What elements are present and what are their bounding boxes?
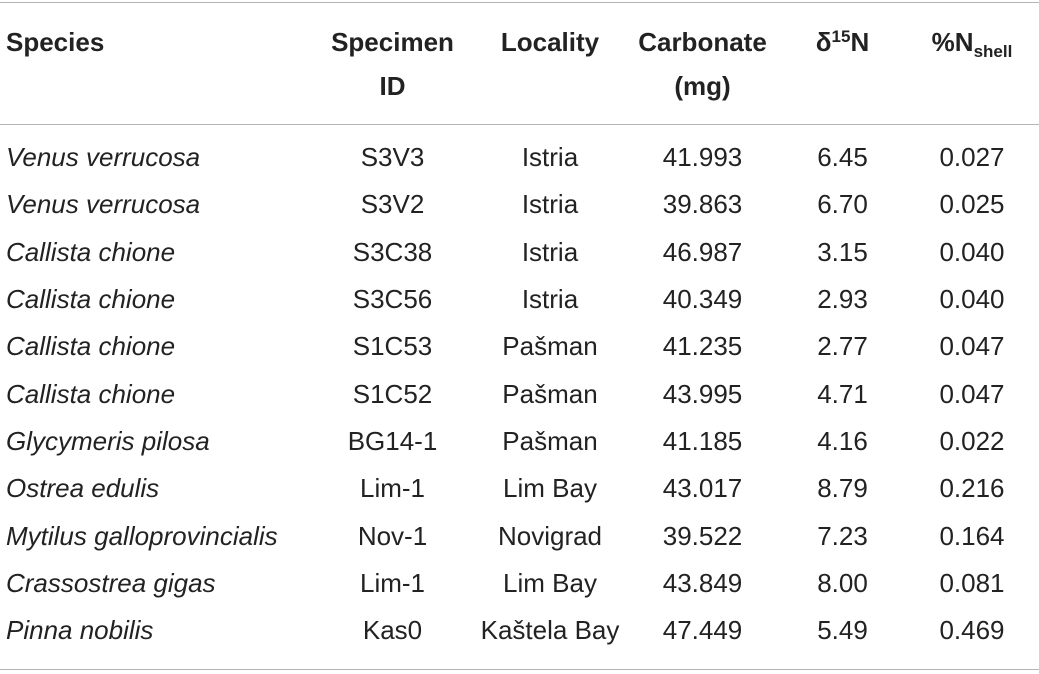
- cell-carbonate: 46.987: [662, 236, 743, 267]
- cell-d15n: 6.70: [817, 189, 868, 220]
- cell-n-shell: 0.027: [939, 142, 1005, 173]
- cell-specimen-id: BG14-1: [347, 425, 438, 456]
- cell-carbonate: 41.185: [662, 425, 743, 456]
- cell-specimen-id: S1C53: [352, 331, 433, 362]
- table-row: Callista chione S1C52 Pašman 43.995 4.71 0.04…: [0, 370, 1039, 417]
- cell-d15n: 4.71: [817, 378, 868, 409]
- header-carbonate: Carbonate (mg): [638, 27, 767, 101]
- cell-n-shell: 0.022: [939, 425, 1005, 456]
- cell-species: Callista chione: [6, 236, 176, 267]
- cell-d15n: 8.00: [817, 567, 868, 598]
- cell-species: Glycymeris pilosa: [6, 425, 210, 456]
- table-row: Mytilus galloprovincialis Nov-1 Novigrad 39…: [0, 512, 1039, 559]
- cell-carbonate: 47.449: [662, 615, 743, 646]
- cell-specimen-id: S3C38: [352, 236, 433, 267]
- cell-locality: Istria: [521, 236, 579, 267]
- table-row: Crassostrea gigas Lim-1 Lim Bay 43.849 8.00 0…: [0, 560, 1039, 607]
- cell-species: Ostrea edulis: [6, 473, 160, 504]
- cell-specimen-id: S3C56: [352, 284, 433, 315]
- table-row: Venus verrucosa S3V2 Istria 39.863 6.70 0.025: [0, 181, 1039, 228]
- table-row: Venus verrucosa S3V3 Istria 41.993 6.45 0.027: [0, 124, 1039, 181]
- cell-carbonate: 43.017: [662, 473, 743, 504]
- table-row: Callista chione S1C53 Pašman 41.235 2.77 0.04…: [0, 323, 1039, 370]
- cell-carbonate: 43.995: [662, 378, 743, 409]
- cell-n-shell: 0.469: [939, 615, 1005, 646]
- cell-d15n: 5.49: [817, 615, 868, 646]
- cell-locality: Novigrad: [497, 520, 603, 551]
- cell-carbonate: 43.849: [662, 567, 743, 598]
- header-specimen-id: Specimen ID: [331, 27, 454, 101]
- cell-species: Callista chione: [6, 284, 176, 315]
- cell-specimen-id: S1C52: [352, 378, 433, 409]
- cell-species: Venus verrucosa: [6, 189, 201, 220]
- cell-locality: Pašman: [502, 425, 598, 456]
- cell-locality: Pašman: [502, 378, 598, 409]
- table-row: Pinna nobilis Kas0 Kaštela Bay 47.449 5.49 0.…: [0, 607, 1039, 654]
- cell-d15n: 2.93: [817, 284, 868, 315]
- cell-locality: Lim Bay: [503, 473, 597, 504]
- cell-locality: Istria: [521, 142, 579, 173]
- cell-d15n: 3.15: [817, 236, 868, 267]
- table-top-rule: [0, 2, 1039, 3]
- cell-specimen-id: Lim-1: [359, 473, 425, 504]
- table-row: Ostrea edulis Lim-1 Lim Bay 43.017 8.79 0.216: [0, 465, 1039, 512]
- cell-species: Callista chione: [6, 331, 176, 362]
- table-row: Glycymeris pilosa BG14-1 Pašman 41.185 4.16 0…: [0, 418, 1039, 465]
- cell-carbonate: 39.863: [662, 189, 743, 220]
- cell-specimen-id: Nov-1: [357, 520, 428, 551]
- cell-n-shell: 0.047: [939, 331, 1005, 362]
- cell-locality: Istria: [521, 189, 579, 220]
- cell-specimen-id: Kas0: [362, 615, 423, 646]
- shell-isotope-table: Species Specimen ID Locality Carbonate (…: [0, 3, 1039, 654]
- cell-carbonate: 41.235: [662, 331, 743, 362]
- cell-carbonate: 40.349: [662, 284, 743, 315]
- cell-n-shell: 0.216: [939, 473, 1005, 504]
- table-header-rule: [0, 124, 1039, 125]
- cell-species: Mytilus galloprovincialis: [6, 520, 278, 551]
- table-header-row: Species Specimen ID Locality Carbonate (…: [0, 3, 1039, 124]
- cell-locality: Kaštela Bay: [480, 615, 620, 646]
- cell-carbonate: 39.522: [662, 520, 743, 551]
- cell-d15n: 7.23: [817, 520, 868, 551]
- cell-species: Callista chione: [6, 378, 176, 409]
- cell-d15n: 8.79: [817, 473, 868, 504]
- cell-species: Venus verrucosa: [6, 142, 201, 173]
- cell-n-shell: 0.081: [939, 567, 1005, 598]
- table-row: Callista chione S3C56 Istria 40.349 2.93 0.04…: [0, 276, 1039, 323]
- cell-n-shell: 0.040: [939, 236, 1005, 267]
- cell-species: Crassostrea gigas: [6, 567, 216, 598]
- header-species: Species: [6, 27, 105, 57]
- cell-n-shell: 0.164: [939, 520, 1005, 551]
- cell-n-shell: 0.040: [939, 284, 1005, 315]
- cell-specimen-id: S3V3: [360, 142, 425, 173]
- cell-locality: Pašman: [502, 331, 598, 362]
- table-row: Callista chione S3C38 Istria 46.987 3.15 0.04…: [0, 229, 1039, 276]
- cell-specimen-id: S3V2: [360, 189, 425, 220]
- table-bottom-rule: [0, 669, 1039, 670]
- header-locality: Locality: [500, 27, 600, 57]
- cell-n-shell: 0.025: [939, 189, 1005, 220]
- cell-n-shell: 0.047: [939, 378, 1005, 409]
- table-body: Venus verrucosa S3V3 Istria 41.993 6.45 0.027…: [0, 124, 1039, 654]
- cell-d15n: 2.77: [817, 331, 868, 362]
- cell-d15n: 6.45: [817, 142, 868, 173]
- cell-locality: Lim Bay: [503, 567, 597, 598]
- cell-carbonate: 41.993: [662, 142, 743, 173]
- cell-locality: Istria: [521, 284, 579, 315]
- header-n-shell: %Nshell: [931, 27, 1013, 61]
- header-d15n: δ15N: [815, 27, 870, 57]
- cell-specimen-id: Lim-1: [359, 567, 425, 598]
- cell-d15n: 4.16: [817, 425, 868, 456]
- cell-species: Pinna nobilis: [6, 615, 154, 646]
